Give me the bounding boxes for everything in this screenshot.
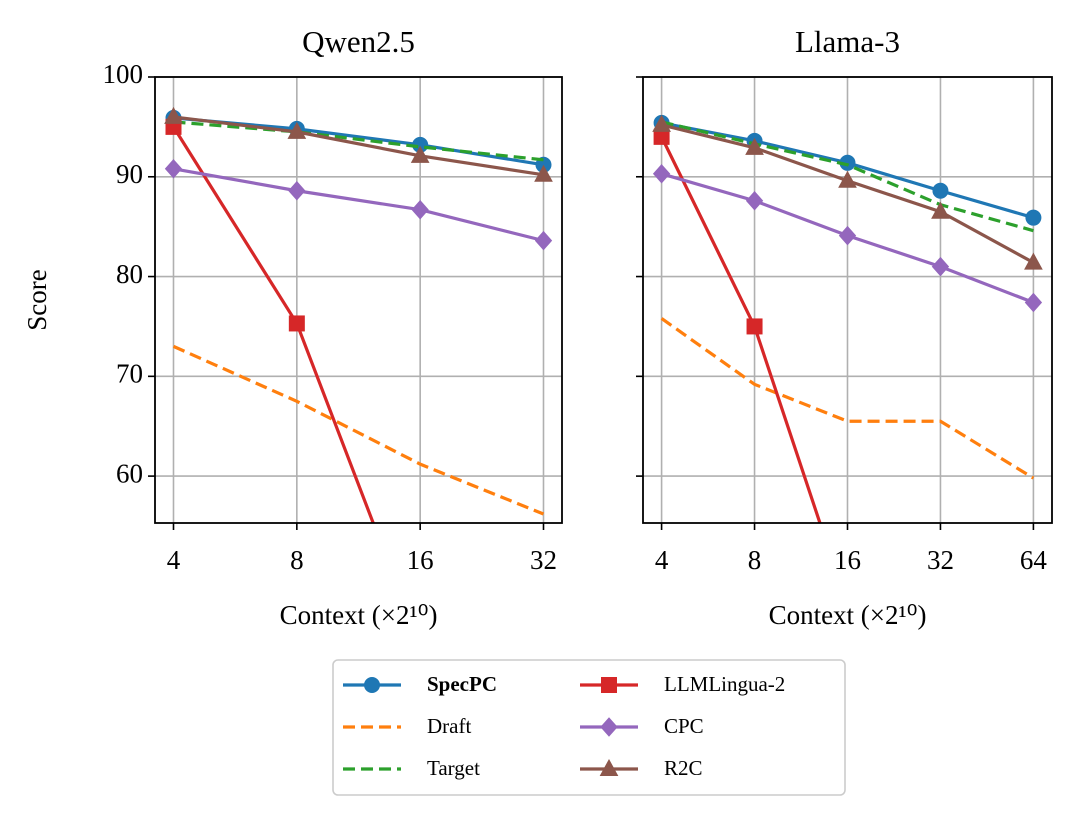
series-line [172,344,545,516]
x-axis-label: Context (×2¹⁰) [769,600,927,630]
marker [1024,252,1043,270]
legend-label: Draft [427,714,471,738]
series-line [173,115,544,177]
plot-area [164,106,553,653]
x-tick-label: 32 [927,545,954,575]
x-tick-label: 4 [167,545,181,575]
x-tick-label: 8 [290,545,304,575]
y-tick-label: 60 [116,458,143,488]
marker [746,318,763,335]
marker [364,677,380,693]
x-tick-label: 64 [1020,545,1048,575]
marker [599,758,619,776]
marker [838,225,857,246]
series-line [660,317,1035,480]
axes-frame [642,76,1053,524]
x-tick-label: 32 [530,545,557,575]
legend-label: SpecPC [427,672,497,696]
series-line [173,167,544,243]
marker [288,315,305,332]
chart-title: Qwen2.5 [302,24,415,59]
marker [288,180,306,201]
x-tick-label: 4 [655,545,669,575]
y-tick-label: 90 [116,159,143,189]
y-tick-label: 100 [103,59,144,89]
marker [411,199,429,220]
chart-title: Llama-3 [795,24,900,59]
marker [410,145,430,163]
series-line [661,120,1034,233]
marker [164,106,183,124]
marker [287,121,307,139]
marker [652,114,671,132]
marker [1025,209,1042,226]
marker [1024,292,1043,313]
x-axis-label: Context (×2¹⁰) [280,600,438,630]
marker [601,677,617,693]
legend-label: CPC [664,714,704,738]
marker [652,164,671,184]
marker [413,638,428,653]
plot-area [652,114,1043,523]
marker [534,230,553,251]
marker [931,201,950,219]
legend-label: LLMLingua-2 [664,672,785,696]
marker [745,137,764,155]
y-axis-label: Score [22,269,52,330]
axes-frame [154,76,563,524]
legend-label: Target [427,756,480,780]
y-tick-label: 70 [116,359,143,389]
marker [534,164,553,182]
series-line [173,120,544,162]
legend-label: R2C [664,756,703,780]
marker [745,190,764,211]
x-tick-label: 16 [407,545,434,575]
marker [932,182,949,199]
marker [838,170,857,188]
marker [600,717,618,737]
marker [931,256,950,277]
x-tick-label: 16 [834,545,861,575]
y-tick-label: 80 [116,259,143,289]
x-tick-label: 8 [748,545,762,575]
marker [164,159,183,179]
